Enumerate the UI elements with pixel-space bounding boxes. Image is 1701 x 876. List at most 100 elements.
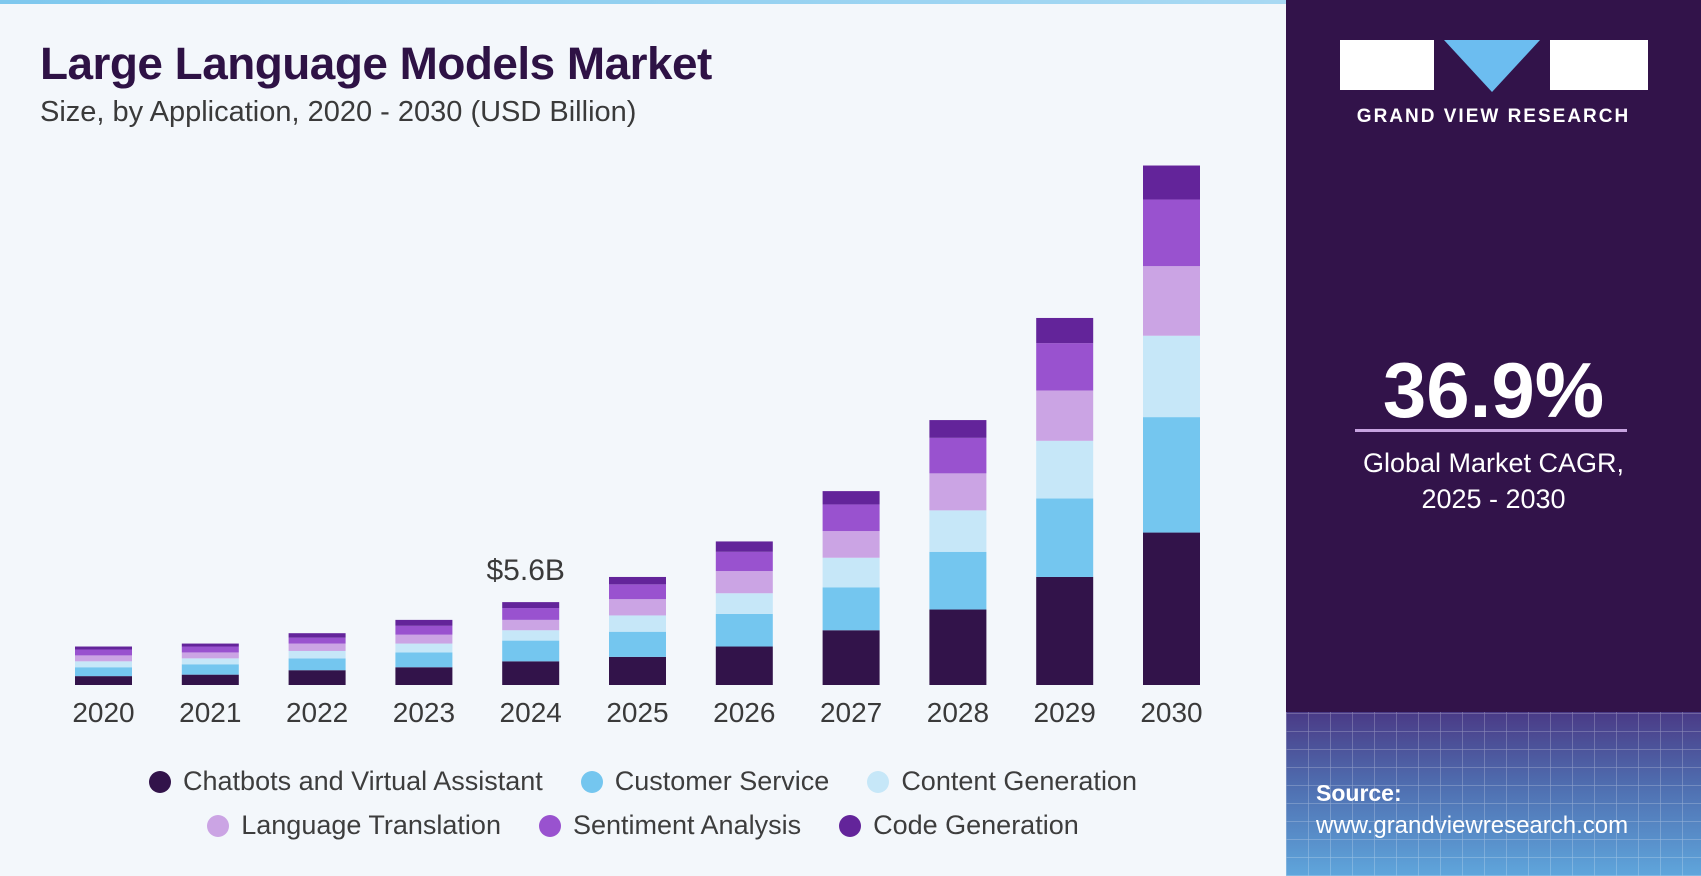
bar-segment-chatbots-and-virtual-assistant-2026: [715, 646, 773, 685]
x-tick-label-2028: 2028: [927, 697, 989, 728]
logo-r-block: [1550, 40, 1648, 90]
bar-segment-sentiment-analysis-2030: [1143, 199, 1200, 267]
bar-segment-customer-service-2025: [609, 631, 666, 657]
bar-segment-sentiment-analysis-2024: [502, 608, 560, 620]
legend-item-content-generation: Content Generation: [867, 766, 1137, 797]
bar-segment-sentiment-analysis-2026: [715, 551, 773, 572]
cagr-divider: [1355, 429, 1627, 432]
bar-stack-2024: [502, 602, 560, 685]
bar-segment-customer-service-2020: [75, 667, 132, 677]
source-background: [1286, 712, 1701, 876]
chart-title: Large Language Models Market: [40, 38, 712, 89]
bar-segment-chatbots-and-virtual-assistant-2022: [288, 670, 346, 685]
x-tick-label-2025: 2025: [606, 697, 668, 728]
bar-segment-code-generation-2027: [822, 491, 880, 505]
cagr-label-line2: 2025 - 2030: [1421, 484, 1566, 514]
bar-segment-content-generation-2021: [181, 658, 239, 665]
bar-segment-chatbots-and-virtual-assistant-2025: [609, 656, 666, 685]
x-tick-label-2026: 2026: [713, 697, 775, 728]
legend-item-customer-service: Customer Service: [580, 766, 829, 797]
bar-stack-2030: [1143, 165, 1200, 685]
cagr-label-line1: Global Market CAGR,: [1362, 448, 1625, 478]
data-label-2024: $5.6B: [486, 554, 564, 587]
bar-segment-language-translation-2025: [609, 599, 666, 616]
source-link[interactable]: www.grandviewresearch.com: [1316, 812, 1629, 839]
sidebar-panel: GRAND VIEW RESEARCH 36.9% Global Market …: [1286, 0, 1701, 876]
bar-segment-language-translation-2028: [929, 473, 987, 511]
legend-swatch-icon: [207, 814, 230, 837]
legend-swatch-icon: [867, 770, 890, 793]
bar-segment-content-generation-2030: [1143, 335, 1200, 418]
bar-segment-content-generation-2020: [75, 661, 132, 668]
bar-stack-2025: [609, 576, 666, 685]
bar-segment-sentiment-analysis-2021: [181, 646, 239, 653]
legend-item-code-generation: Code Generation: [839, 810, 1079, 841]
bar-segment-customer-service-2027: [822, 587, 880, 631]
bar-segment-customer-service-2024: [502, 640, 560, 662]
legend-label: Code Generation: [873, 810, 1079, 840]
legend-item-chatbots-and-virtual-assistant: Chatbots and Virtual Assistant: [149, 766, 543, 797]
legend-label: Content Generation: [901, 766, 1137, 796]
bar-segment-code-generation-2030: [1143, 165, 1200, 200]
bar-stack-2023: [395, 619, 453, 685]
bar-segment-language-translation-2022: [288, 643, 346, 651]
bar-segment-code-generation-2020: [75, 646, 132, 650]
bar-segment-code-generation-2023: [395, 619, 453, 626]
bar-segment-customer-service-2021: [181, 664, 239, 675]
bar-segment-customer-service-2029: [1036, 498, 1094, 577]
chart-subtitle: Size, by Application, 2020 - 2030 (USD B…: [40, 96, 637, 128]
x-tick-label-2020: 2020: [72, 697, 134, 728]
bar-segment-content-generation-2026: [715, 593, 773, 614]
logo-triangle-icon: [1444, 40, 1540, 92]
legend-row-2: Language Translation Sentiment Analysis Co…: [0, 810, 1286, 841]
bar-segment-content-generation-2025: [609, 615, 666, 632]
bar-segment-sentiment-analysis-2029: [1036, 343, 1094, 391]
x-tick-label-2021: 2021: [179, 697, 241, 728]
bar-segment-code-generation-2025: [609, 576, 666, 585]
bar-segment-language-translation-2029: [1036, 390, 1094, 441]
bar-stack-2029: [1036, 317, 1094, 685]
legend-label: Chatbots and Virtual Assistant: [183, 766, 543, 796]
brand-name: GRAND VIEW RESEARCH: [1356, 106, 1631, 127]
bar-segment-code-generation-2021: [181, 643, 239, 647]
top-accent-bar: [0, 0, 1286, 4]
chart-panel: Large Language Models Market Size, by Ap…: [0, 0, 1286, 841]
bar-segment-customer-service-2030: [1143, 417, 1200, 533]
legend-item-sentiment-analysis: Sentiment Analysis: [538, 810, 802, 841]
stacked-bar-chart: 2020 2021 2022 2023 2024 $5.6B 2025 2026 2027 202…: [72, 165, 1203, 728]
bar-segment-code-generation-2024: [502, 602, 560, 609]
legend-swatch-icon: [538, 814, 561, 837]
bar-stack-2022: [288, 633, 346, 685]
x-tick-label-2024: 2024: [500, 697, 562, 728]
x-tick-label-2030: 2030: [1140, 697, 1202, 728]
bar-segment-language-translation-2026: [715, 571, 773, 594]
bar-segment-chatbots-and-virtual-assistant-2021: [181, 674, 239, 685]
bar-segment-chatbots-and-virtual-assistant-2030: [1143, 532, 1200, 685]
bar-segment-chatbots-and-virtual-assistant-2029: [1036, 576, 1094, 685]
bar-segment-sentiment-analysis-2023: [395, 625, 453, 635]
bar-segment-customer-service-2028: [929, 551, 987, 610]
legend-swatch-icon: [580, 770, 603, 793]
bar-segment-chatbots-and-virtual-assistant-2028: [929, 609, 987, 685]
bar-segment-chatbots-and-virtual-assistant-2020: [75, 676, 132, 685]
bar-segment-language-translation-2030: [1143, 266, 1200, 336]
x-tick-label-2029: 2029: [1034, 697, 1096, 728]
legend-swatch-icon: [149, 770, 172, 793]
cagr-label: Global Market CAGR, 2025 - 2030: [1286, 445, 1701, 517]
x-tick-label-2023: 2023: [393, 697, 455, 728]
bar-segment-code-generation-2026: [715, 541, 773, 552]
bar-segment-language-translation-2024: [502, 619, 560, 631]
bar-segment-content-generation-2028: [929, 510, 987, 552]
bar-stack-2020: [75, 646, 132, 685]
bar-stack-2026: [715, 541, 773, 685]
bar-segment-content-generation-2024: [502, 630, 560, 641]
legend-label: Sentiment Analysis: [572, 810, 802, 840]
bar-segment-customer-service-2022: [288, 658, 346, 671]
legend-item-language-translation: Language Translation: [207, 810, 501, 841]
x-tick-label-2027: 2027: [820, 697, 882, 728]
bar-segment-chatbots-and-virtual-assistant-2023: [395, 667, 453, 685]
bar-stack-2021: [181, 643, 239, 685]
legend-label: Language Translation: [241, 810, 501, 840]
bar-segment-language-translation-2020: [75, 655, 132, 662]
bar-segment-sentiment-analysis-2025: [609, 584, 666, 600]
